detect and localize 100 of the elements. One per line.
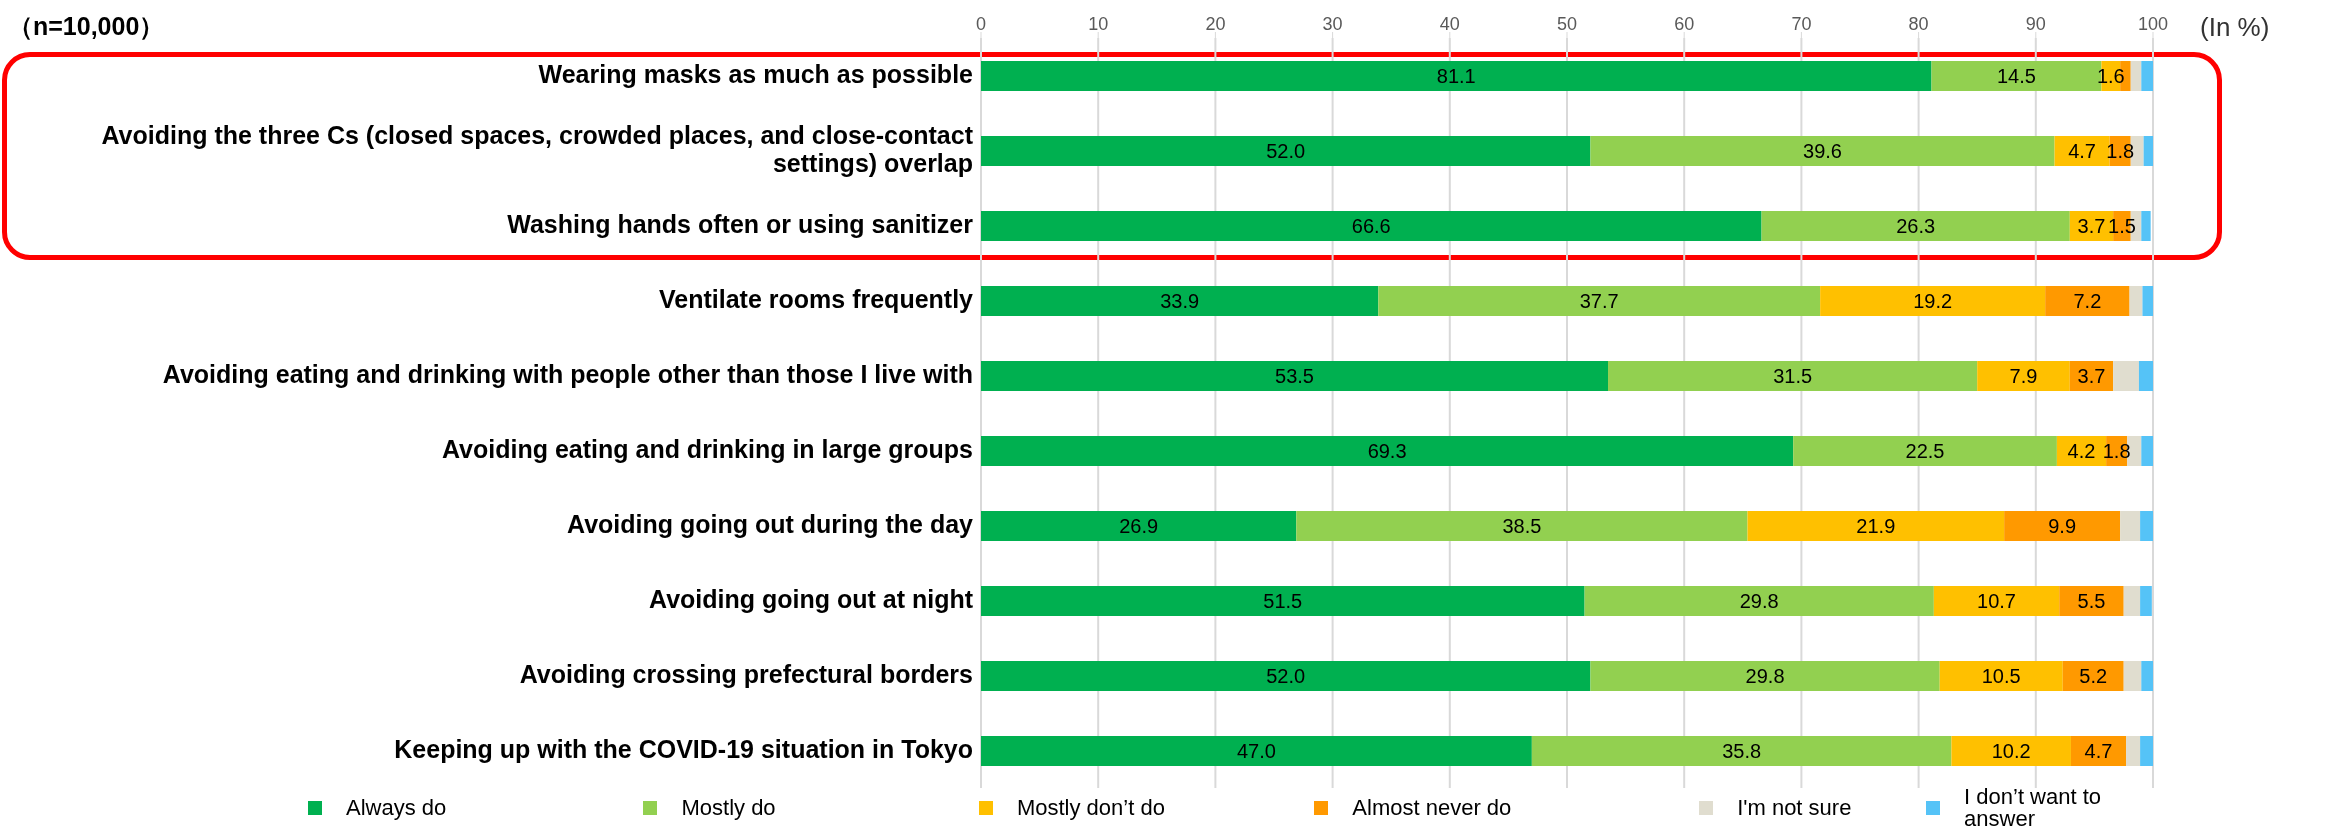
y-tick-label: Keeping up with the COVID-19 situation in Tokyo	[394, 734, 973, 763]
data-label: 10.2	[1991, 740, 2031, 762]
y-tick-label: Avoiding eating and drinking in large groups	[441, 434, 973, 463]
data-label: 7.9	[2009, 365, 2038, 387]
data-label: 1.6	[2096, 65, 2125, 87]
bar	[2123, 661, 2142, 691]
y-tick-label: Avoiding going out during the day	[567, 509, 974, 538]
bar	[1939, 661, 2063, 691]
bar	[2138, 361, 2153, 391]
y-tick-label: Washing hands often or using sanitizer	[507, 209, 974, 238]
bar	[1531, 736, 1952, 766]
bar	[1761, 211, 2070, 241]
data-label: 31.5	[1773, 365, 1813, 387]
bar	[2070, 736, 2127, 766]
x-tick-label: 20	[1205, 14, 1226, 34]
text: （n=10,000）	[8, 11, 165, 42]
data-label: 29.8	[1745, 665, 1785, 687]
y-tick-label: Avoiding crossing prefectural borders	[519, 659, 973, 688]
x-tick-label: 80	[1908, 14, 1929, 34]
data-label: 33.9	[1160, 290, 1200, 312]
bar	[981, 661, 1591, 691]
bar	[2141, 436, 2153, 466]
data-label: 4.7	[2084, 740, 2113, 762]
bar	[1590, 136, 2055, 166]
data-label: 14.5	[1996, 65, 2036, 87]
data-label: 53.5	[1275, 365, 1314, 387]
bar	[2141, 61, 2153, 91]
data-label: 81.1	[1436, 65, 1476, 87]
bar	[1378, 286, 1821, 316]
bar	[1608, 361, 1978, 391]
bar	[1747, 511, 2005, 541]
bar	[2140, 511, 2153, 541]
data-label: 39.6	[1803, 140, 1842, 162]
bar	[1590, 661, 1940, 691]
data-label: 3.7	[2077, 215, 2106, 237]
data-label: 29.8	[1739, 590, 1779, 612]
x-tick-label: 30	[1322, 14, 1343, 34]
data-label: 52.0	[1266, 140, 1306, 162]
bar	[1951, 736, 2071, 766]
bar	[2130, 61, 2142, 91]
bar	[981, 61, 1932, 91]
y-tick-label: Wearing masks as much as possible	[538, 59, 974, 88]
data-label: 37.7	[1579, 290, 1619, 312]
x-tick-label: 50	[1556, 14, 1578, 34]
data-label: 21.9	[1856, 515, 1896, 537]
bar	[2142, 286, 2153, 316]
x-tick-label: 10	[1088, 14, 1109, 34]
bar	[2059, 586, 2124, 616]
bar	[2062, 661, 2124, 691]
data-label: 26.3	[1896, 215, 1936, 237]
bar	[2004, 511, 2121, 541]
legend-label: Mostly don’t do	[1016, 795, 1165, 820]
data-label: 35.8	[1722, 740, 1762, 762]
x-tick-label: 70	[1791, 14, 1812, 34]
bar	[1584, 586, 1934, 616]
bar	[981, 436, 1794, 466]
data-label: 22.5	[1905, 440, 1945, 462]
bar	[981, 136, 1591, 166]
bar	[2141, 211, 2151, 241]
bar	[1296, 511, 1748, 541]
bar	[1933, 586, 2060, 616]
bar	[981, 586, 1585, 616]
bar	[2123, 586, 2141, 616]
data-label: 52.0	[1266, 665, 1306, 687]
data-label: 69.3	[1367, 440, 1407, 462]
legend-label: Mostly do	[681, 795, 776, 820]
x-tick-label: 60	[1674, 14, 1695, 34]
data-label: 4.7	[2068, 140, 2096, 162]
data-label: 51.5	[1263, 590, 1303, 612]
bar	[2045, 286, 2130, 316]
bar	[2140, 586, 2152, 616]
x-tick-label: 100	[2137, 14, 2169, 34]
data-label: 47.0	[1236, 740, 1276, 762]
data-label: 4.2	[2067, 440, 2096, 462]
data-label: 5.2	[2079, 665, 2108, 687]
bar	[2120, 511, 2141, 541]
data-label: 19.2	[1913, 290, 1953, 312]
bar	[981, 511, 1297, 541]
bar	[981, 361, 1609, 391]
bar	[981, 211, 1762, 241]
data-label: 9.9	[2048, 515, 2077, 537]
bar	[2113, 361, 2139, 391]
data-label: 7.2	[2073, 290, 2102, 312]
legend-label: Always do	[346, 795, 447, 820]
y-tick-label: Ventilate rooms frequently	[659, 284, 974, 313]
bar	[1793, 436, 2057, 466]
x-tick-label: 40	[1439, 14, 1460, 34]
bar	[2140, 736, 2153, 766]
y-tick-label: Avoiding the three Cs (closed spaces, crowded places, and close-contact settings) overlap	[101, 120, 974, 177]
data-label: 38.5	[1502, 515, 1542, 537]
bar	[2126, 736, 2141, 766]
legend-label: Almost never do	[1352, 795, 1512, 820]
y-tick-label: Avoiding eating and drinking with people other than those I live with	[162, 359, 973, 388]
bar	[2143, 136, 2153, 166]
data-label: 5.5	[2077, 590, 2106, 612]
x-tick-label: 0	[975, 14, 987, 34]
data-label: 10.7	[1977, 590, 2017, 612]
bar	[981, 736, 1532, 766]
data-label: 10.5	[1981, 665, 2021, 687]
legend-label: I don’t want to answer	[1964, 784, 2103, 831]
